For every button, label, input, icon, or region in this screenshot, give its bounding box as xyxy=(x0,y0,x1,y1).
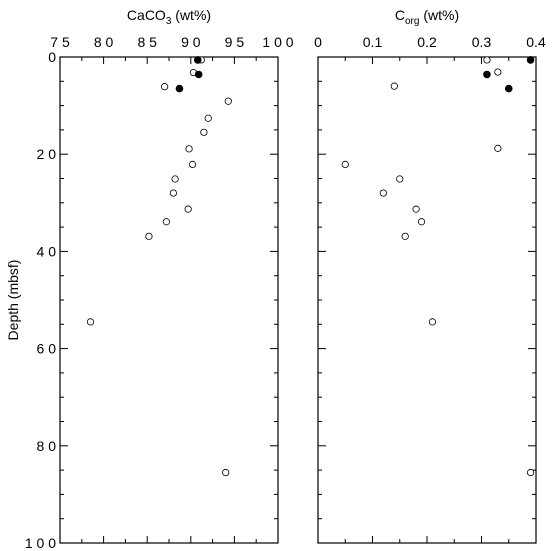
caco3-title-rest: (wt%) xyxy=(171,7,211,23)
caco3-x-tick-label: 1 0 0 xyxy=(262,34,293,50)
caco3-x-tick-label: 9 0 xyxy=(181,34,201,50)
caco3-filled-point xyxy=(194,70,203,79)
corg-open-point xyxy=(412,205,420,213)
caco3-title-sub: 3 xyxy=(166,16,172,27)
corg-axis-title: Corg (wt%) xyxy=(395,7,459,27)
y-tick-label: 8 0 xyxy=(37,438,57,454)
caco3-title-main: CaCO xyxy=(127,7,166,23)
caco3-x-tick-label: 8 5 xyxy=(137,34,157,50)
caco3-open-point xyxy=(184,205,192,213)
caco3-open-point xyxy=(171,175,179,183)
corg-x-tick-label: 0.4 xyxy=(526,34,546,50)
caco3-x-tick-label: 7 5 xyxy=(50,34,70,50)
caco3-open-point xyxy=(169,189,177,197)
corg-filled-point xyxy=(504,84,513,93)
corg-filled-point xyxy=(483,70,491,79)
caco3-open-point xyxy=(161,83,169,91)
caco3-open-point xyxy=(185,145,193,153)
corg-open-point xyxy=(390,82,398,90)
corg-panel: Corg (wt%) 0 0.1 0.2 0.3 0.4 xyxy=(314,7,546,544)
corg-filled-point xyxy=(526,56,535,64)
corg-open-point xyxy=(396,175,404,183)
caco3-x-tick-label: 8 0 xyxy=(94,34,114,50)
caco3-axis-title: CaCO3 (wt%) xyxy=(127,7,211,27)
corg-x-tick-label: 0.1 xyxy=(363,34,383,50)
corg-open-point xyxy=(401,232,409,240)
caco3-open-point xyxy=(222,468,230,477)
caco3-open-point xyxy=(224,97,232,105)
corg-title-sub: org xyxy=(405,16,419,27)
corg-open-point xyxy=(483,56,491,64)
corg-open-point xyxy=(494,68,502,76)
corg-x-tick-label: 0.2 xyxy=(417,34,437,50)
caco3-open-point xyxy=(86,318,95,326)
corg-open-point xyxy=(379,189,387,197)
caco3-filled-point xyxy=(193,56,202,64)
y-tick-label: 1 0 0 xyxy=(25,535,56,551)
caco3-panel: CaCO3 (wt%) 7 5 8 0 8 5 9 0 9 5 1 0 0 0 2 0 4 0 6 … xyxy=(25,7,294,551)
corg-x-tick-label: 0.3 xyxy=(472,34,492,50)
caco3-open-point xyxy=(145,232,153,240)
corg-open-point xyxy=(417,218,426,226)
y-tick-label: 2 0 xyxy=(37,146,57,162)
caco3-filled-point xyxy=(175,84,184,93)
corg-open-point xyxy=(526,468,535,477)
corg-plot-frame xyxy=(317,56,537,544)
caco3-open-point xyxy=(200,128,208,136)
corg-open-point xyxy=(494,144,502,152)
y-tick-label: 6 0 xyxy=(37,341,57,357)
caco3-plot-frame xyxy=(59,56,279,544)
corg-open-point xyxy=(428,318,437,326)
caco3-open-point xyxy=(204,114,212,122)
caco3-open-point xyxy=(162,218,170,226)
corg-open-point xyxy=(341,160,349,169)
y-tick-label: 0 xyxy=(48,49,56,65)
y-tick-label: 4 0 xyxy=(37,243,57,259)
corg-title-main: C xyxy=(395,7,405,23)
caco3-open-point xyxy=(188,160,197,169)
corg-title-rest: (wt%) xyxy=(419,7,459,23)
caco3-x-tick-label: 9 5 xyxy=(225,34,245,50)
y-axis-label: Depth (mbsf) xyxy=(5,260,21,341)
corg-x-tick-label: 0 xyxy=(314,34,322,50)
